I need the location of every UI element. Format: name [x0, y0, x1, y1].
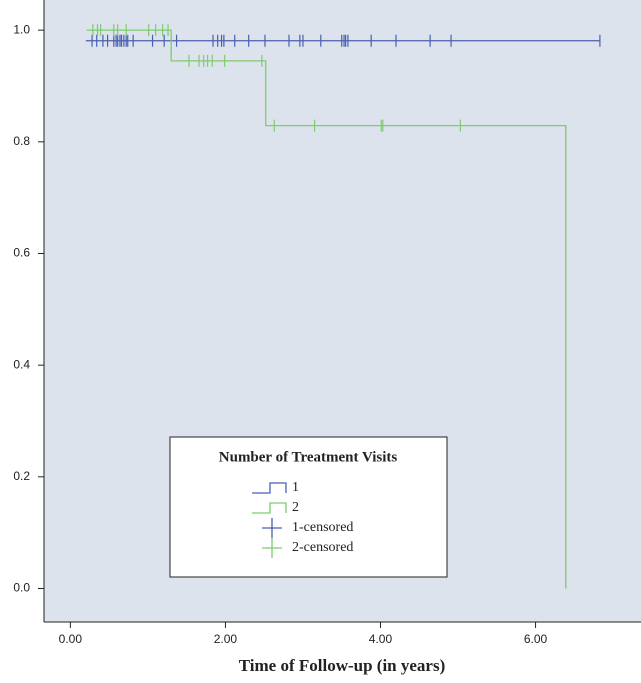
legend-line-icon: [252, 502, 287, 514]
legend-censor-icon: [262, 518, 282, 538]
legend-box: [169, 436, 448, 578]
legend-title: Number of Treatment Visits: [219, 449, 398, 465]
y-tick-label: 0.6: [13, 246, 30, 260]
x-tick-label: 0.00: [59, 632, 83, 646]
y-tick-label: 1.0: [13, 22, 30, 36]
survival-line: [86, 29, 567, 589]
legend-label: 2-censored: [292, 540, 353, 555]
legend-label: 1-censored: [292, 520, 353, 535]
legend-label: 1: [292, 480, 299, 495]
x-axis-title: Time of Follow-up (in years): [239, 656, 446, 675]
legend-censor-icon: [262, 538, 282, 558]
legend-line-icon: [252, 482, 287, 494]
y-tick-label: 0.4: [13, 357, 30, 371]
legend-label: 2: [292, 500, 299, 515]
x-tick-label: 2.00: [214, 632, 238, 646]
legend: Number of Treatment Visits 1 1-censored 2 2…: [169, 436, 448, 578]
y-tick-label: 0.0: [13, 581, 30, 595]
y-tick-label: 0.2: [13, 469, 30, 483]
x-tick-label: 4.00: [369, 632, 393, 646]
y-tick-label: 0.8: [13, 134, 30, 148]
x-tick-label: 6.00: [524, 632, 548, 646]
